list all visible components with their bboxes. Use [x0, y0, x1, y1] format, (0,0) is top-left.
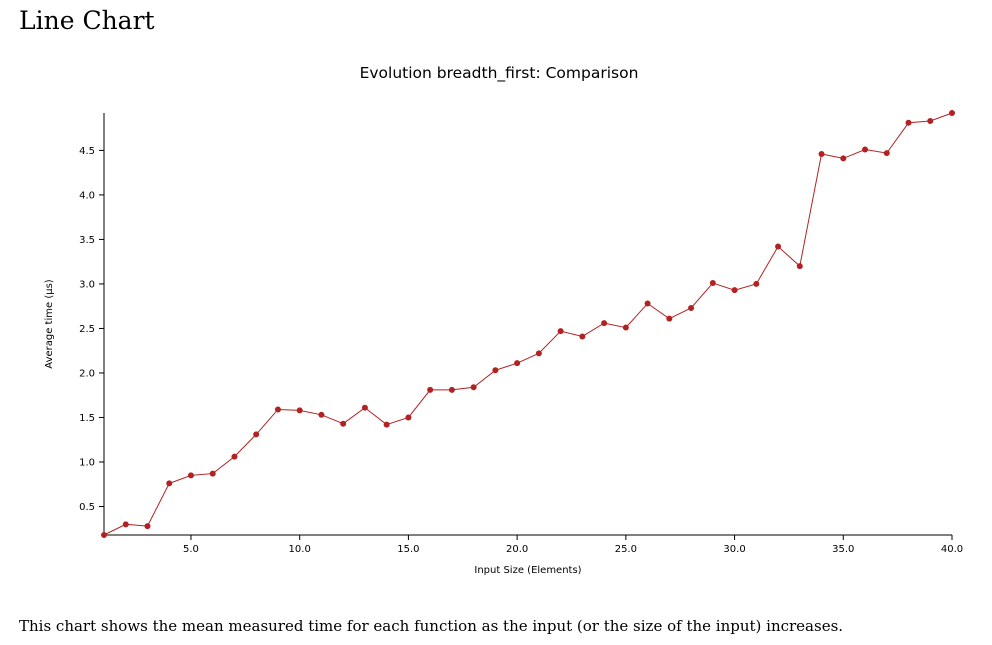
data-point	[883, 150, 890, 157]
data-point	[709, 280, 716, 287]
data-point	[383, 421, 390, 428]
data-point	[949, 110, 955, 116]
data-point	[622, 324, 629, 331]
data-point	[644, 300, 651, 307]
data-point	[296, 407, 303, 414]
data-point	[796, 263, 803, 270]
y-tick-label: 4.0	[79, 190, 95, 201]
x-tick-label: 5.0	[183, 544, 199, 555]
data-point	[253, 431, 260, 438]
data-point	[731, 287, 738, 294]
data-point	[492, 367, 499, 374]
data-point	[427, 386, 434, 393]
data-point	[753, 280, 760, 287]
y-axis-label: Average time (µs)	[44, 279, 55, 368]
series-line	[103, 112, 953, 536]
data-point	[557, 328, 564, 335]
data-point	[775, 243, 782, 250]
x-ticks: 5.0 10.0 15.0 20.0 25.0 30.0 35.0 40.0	[183, 535, 963, 555]
data-point	[405, 414, 412, 421]
data-point	[862, 146, 869, 153]
data-point	[340, 420, 347, 427]
data-point	[274, 406, 281, 413]
x-tick-label: 40.0	[941, 544, 963, 555]
y-tick-label: 0.5	[79, 502, 95, 513]
data-point	[535, 350, 542, 357]
x-tick-label: 35.0	[832, 544, 854, 555]
y-tick-label: 2.5	[79, 324, 95, 335]
data-point	[209, 470, 216, 477]
data-point	[927, 118, 934, 125]
page-heading: Line Chart	[19, 6, 155, 35]
data-point	[688, 304, 695, 311]
y-tick-label: 1.5	[79, 413, 95, 424]
data-point	[101, 532, 107, 538]
data-point	[818, 150, 825, 157]
chart-title: Evolution breadth_first: Comparison	[360, 64, 639, 83]
data-point	[579, 333, 586, 340]
x-tick-label: 30.0	[723, 544, 745, 555]
series-layer	[101, 110, 955, 538]
line-chart: Evolution breadth_first: Comparison 5.0 1…	[44, 64, 963, 576]
data-point	[166, 480, 173, 487]
y-tick-label: 4.5	[79, 146, 95, 157]
data-point	[666, 315, 673, 322]
x-tick-label: 20.0	[506, 544, 528, 555]
chart-description: This chart shows the mean measured time …	[19, 617, 844, 635]
x-tick-label: 10.0	[289, 544, 311, 555]
data-point	[122, 521, 129, 528]
data-point	[470, 384, 477, 391]
data-point	[187, 472, 194, 479]
data-point	[231, 453, 238, 460]
x-tick-label: 15.0	[397, 544, 419, 555]
y-ticks: 0.5 1.0 1.5 2.0 2.5 3.0 3.5 4.0 4.5	[79, 146, 104, 513]
data-point	[601, 320, 608, 327]
x-axis-label: Input Size (Elements)	[474, 565, 581, 576]
data-point	[144, 523, 151, 530]
data-point	[905, 119, 912, 126]
x-tick-label: 25.0	[615, 544, 637, 555]
data-point	[318, 411, 325, 418]
y-tick-label: 1.0	[79, 457, 95, 468]
data-point	[840, 155, 847, 162]
y-tick-label: 3.5	[79, 235, 95, 246]
y-tick-label: 3.0	[79, 279, 95, 290]
data-point	[361, 404, 368, 411]
axes	[103, 113, 952, 536]
data-point	[448, 386, 455, 393]
y-tick-label: 2.0	[79, 368, 95, 379]
data-point	[514, 360, 521, 367]
